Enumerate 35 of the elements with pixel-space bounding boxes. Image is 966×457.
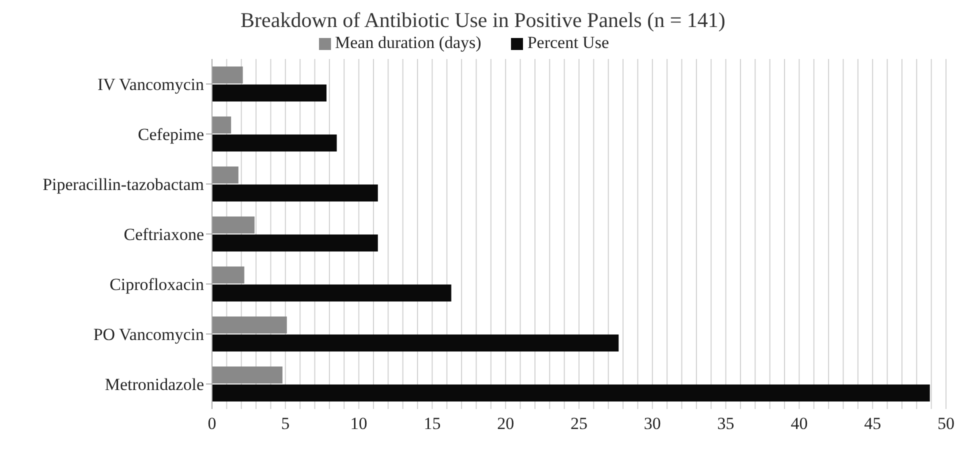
y-tick-label: Ceftriaxone — [124, 225, 204, 244]
x-tick-label: 10 — [350, 414, 368, 434]
y-tick-label: IV Vancomycin — [97, 75, 204, 94]
bar — [212, 316, 287, 334]
x-tick-label: 25 — [570, 414, 588, 434]
x-tick-label: 45 — [864, 414, 882, 434]
x-tick-label: 40 — [790, 414, 808, 434]
bar — [212, 334, 619, 352]
x-tick-label: 20 — [497, 414, 514, 434]
legend-label: Mean duration (days) — [334, 33, 482, 52]
bar — [212, 134, 337, 152]
bar — [212, 66, 243, 84]
y-tick-label: Metronidazole — [104, 375, 204, 394]
x-tick-label: 15 — [424, 414, 441, 434]
x-tick-label: 5 — [281, 414, 290, 434]
bar — [212, 234, 378, 252]
legend-label: Percent Use — [527, 33, 609, 52]
x-tick-label: 0 — [208, 414, 216, 434]
bar — [212, 166, 238, 184]
x-tick-label: 30 — [644, 414, 661, 434]
bar — [212, 184, 378, 202]
bar — [212, 366, 282, 384]
y-tick-label: PO Vancomycin — [93, 325, 204, 344]
bar — [212, 116, 232, 134]
y-tick-label: Piperacillin-tazobactam — [42, 175, 204, 194]
bar — [212, 384, 930, 402]
bar — [212, 216, 255, 234]
chart-title: Breakdown of Antibiotic Use in Positive Panels (n = 141) — [240, 8, 726, 33]
x-tick-label: 50 — [938, 414, 954, 434]
y-tick-label: Cefepime — [138, 125, 204, 144]
bar — [212, 84, 327, 102]
bar — [212, 284, 452, 302]
y-tick-label: Ciprofloxacin — [110, 275, 204, 294]
x-tick-label: 35 — [717, 414, 734, 434]
bar — [212, 266, 244, 284]
